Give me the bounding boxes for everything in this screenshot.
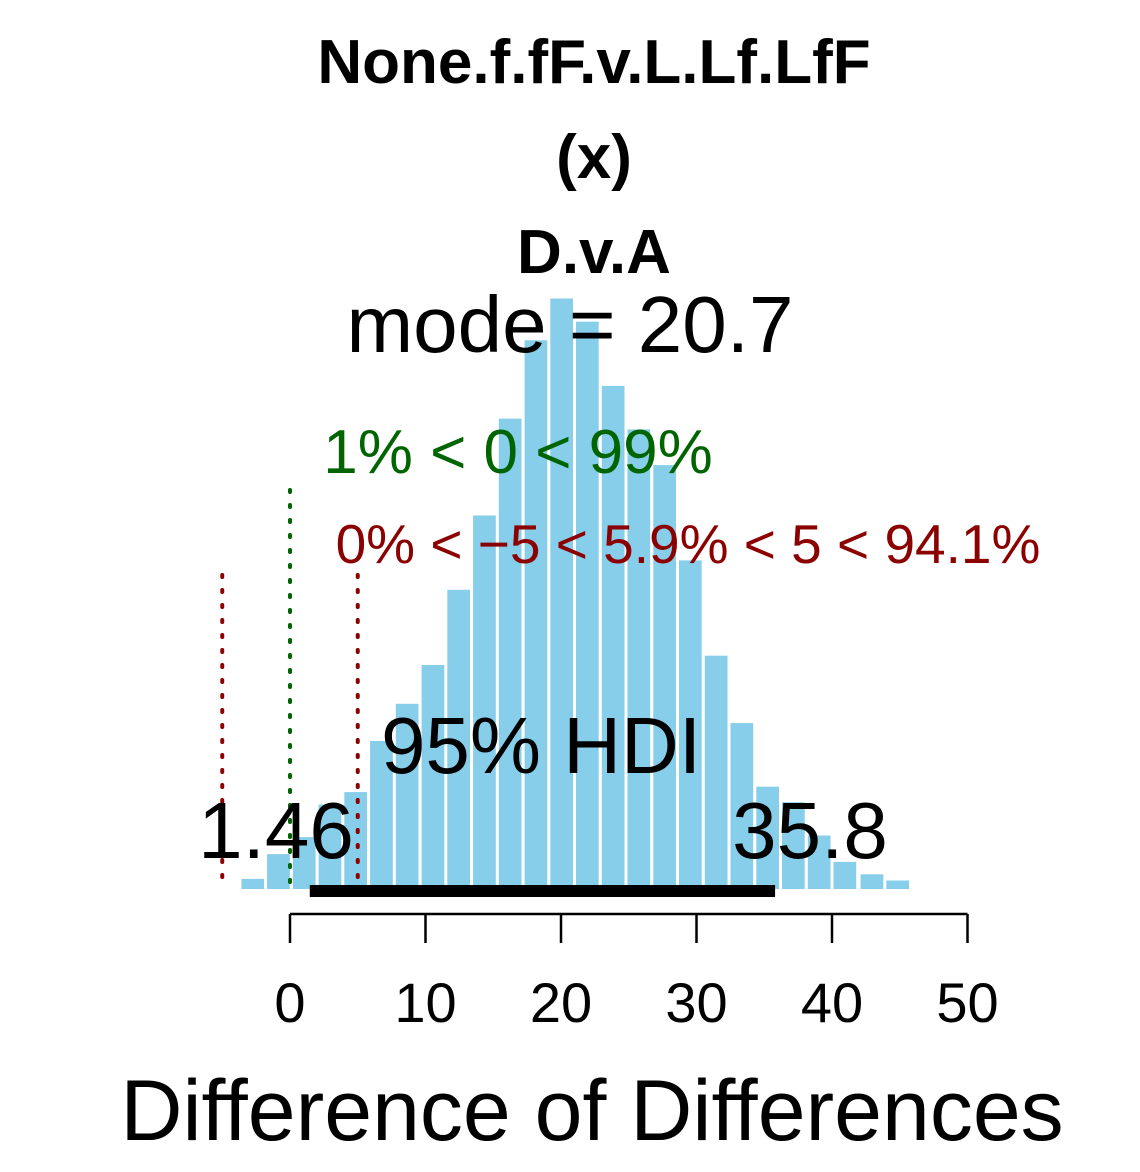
- x-axis-title: Difference of Differences: [120, 1063, 1063, 1159]
- histogram-bar: [344, 792, 367, 889]
- histogram-bar: [447, 589, 470, 889]
- histogram-bar: [704, 655, 728, 889]
- histogram-bar: [576, 321, 599, 889]
- histogram-bar: [524, 340, 548, 889]
- histogram-bar: [292, 837, 316, 889]
- histogram-bar: [653, 465, 676, 889]
- histogram-bar: [241, 878, 265, 889]
- histogram-bar: [833, 861, 857, 889]
- histogram-bar: [860, 874, 884, 889]
- hdi-label: 95% HDI: [381, 701, 701, 790]
- x-tick-label: 40: [801, 971, 863, 1034]
- histogram-bar: [473, 515, 496, 890]
- histogram-bar: [730, 723, 754, 889]
- histogram-bar: [318, 804, 342, 889]
- histogram-bar: [627, 429, 651, 889]
- reference-lines: [220, 488, 776, 897]
- x-tick-label: 20: [530, 971, 592, 1034]
- x-tick-label: 10: [394, 971, 456, 1034]
- x-tick-label: 30: [665, 971, 727, 1034]
- x-tick-label: 0: [274, 971, 305, 1034]
- histogram-bar: [370, 741, 393, 889]
- x-tick-label: 50: [936, 971, 998, 1034]
- rope-label: 0% < −5 < 5.9% < 5 < 94.1%: [336, 513, 1041, 575]
- histogram-bar: [886, 880, 909, 889]
- x-axis: 0 10 20 30 40 50: [274, 912, 999, 1034]
- histogram-bar: [756, 786, 779, 889]
- histogram-bar: [782, 802, 805, 889]
- chart-title-line-1: None.f.fF.v.L.Lf.LfF: [317, 28, 870, 97]
- histogram-bar: [498, 418, 522, 889]
- comparison-label: 1% < 0 < 99%: [323, 418, 713, 487]
- mode-label: mode = 20.7: [347, 280, 794, 369]
- histogram-bar: [395, 703, 419, 889]
- histogram-bar: [550, 298, 573, 889]
- chart-title-line-3: D.v.A: [517, 218, 671, 287]
- hdi-low-value: 1.46: [198, 786, 354, 875]
- histogram-bar: [601, 386, 625, 889]
- chart-title-line-2: (x): [556, 123, 632, 192]
- histogram-bar: [679, 560, 702, 889]
- histogram-bar: [421, 665, 445, 889]
- histogram-bar: [807, 835, 831, 889]
- hdi-high-value: 35.8: [732, 786, 888, 875]
- histogram-bar: [267, 854, 290, 889]
- histogram-bars: [241, 298, 909, 890]
